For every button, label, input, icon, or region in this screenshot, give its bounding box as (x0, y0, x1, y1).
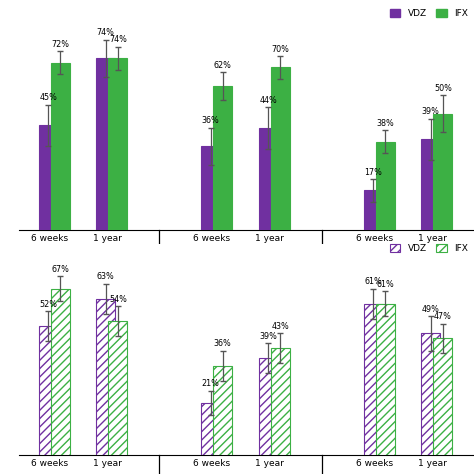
Bar (38, 326, 57, 455)
Text: 39%: 39% (259, 332, 277, 341)
Text: 63%: 63% (97, 273, 115, 282)
Bar (433, 338, 452, 455)
Bar (51, 289, 70, 455)
Bar (421, 333, 440, 455)
Bar (96, 299, 115, 455)
Bar (109, 321, 128, 455)
Bar (259, 358, 278, 455)
Bar (109, 58, 128, 230)
Text: 36%: 36% (202, 117, 219, 126)
Text: 62%: 62% (214, 61, 232, 70)
Text: 44%: 44% (259, 96, 277, 105)
Bar (201, 403, 220, 455)
Text: 21%: 21% (201, 379, 219, 388)
Text: 45%: 45% (39, 93, 57, 102)
Text: 43%: 43% (272, 322, 289, 331)
Text: 50%: 50% (434, 84, 452, 93)
Text: 74%: 74% (97, 28, 115, 37)
Bar (271, 348, 290, 455)
Text: 72%: 72% (51, 40, 69, 49)
Bar (38, 126, 57, 230)
Text: 36%: 36% (214, 339, 232, 348)
Bar (271, 67, 290, 230)
Bar (96, 58, 115, 230)
Bar (201, 146, 220, 230)
Bar (51, 63, 70, 230)
Text: CDAI-100: CDAI-100 (218, 272, 264, 282)
Text: 39%: 39% (422, 107, 439, 116)
Text: 61%: 61% (364, 277, 382, 286)
Bar (259, 128, 278, 230)
Bar (376, 142, 395, 230)
Bar (376, 304, 395, 455)
Legend: VDZ, IFX: VDZ, IFX (388, 242, 469, 255)
Text: 38%: 38% (376, 119, 394, 128)
Text: 67%: 67% (51, 265, 69, 274)
Text: 70%: 70% (272, 45, 289, 54)
Text: Remission: Remission (378, 272, 428, 282)
Bar (213, 366, 232, 455)
Text: 17%: 17% (364, 167, 382, 176)
Text: 74%: 74% (109, 35, 127, 44)
Bar (364, 304, 383, 455)
Text: 54%: 54% (109, 295, 127, 304)
Text: 49%: 49% (422, 305, 439, 314)
Legend: VDZ, IFX: VDZ, IFX (388, 8, 469, 20)
Text: 47%: 47% (434, 312, 452, 321)
Text: CDAI-70: CDAI-70 (58, 272, 98, 282)
Bar (433, 114, 452, 230)
Text: 52%: 52% (39, 300, 57, 309)
Bar (213, 86, 232, 230)
Bar (364, 191, 383, 230)
Bar (421, 139, 440, 230)
Text: 61%: 61% (376, 280, 394, 289)
